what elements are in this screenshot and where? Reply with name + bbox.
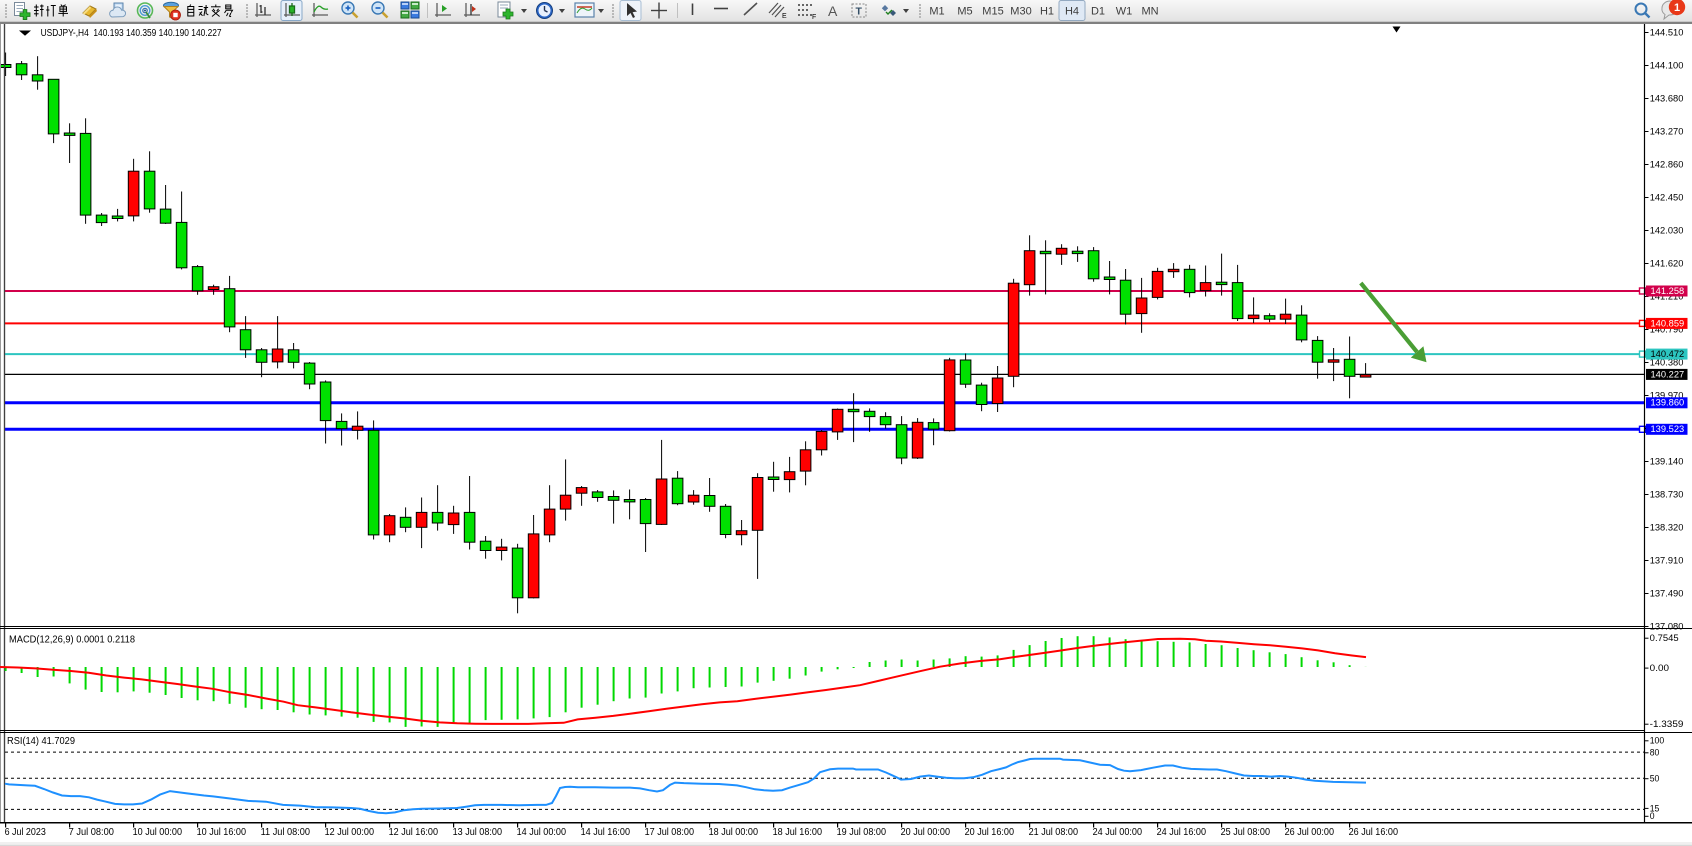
svg-text:-1.3359: -1.3359 [1650, 719, 1684, 729]
svg-text:M15: M15 [982, 6, 1003, 18]
svg-text:26 Jul 16:00: 26 Jul 16:00 [1349, 827, 1399, 838]
svg-text:17 Jul 08:00: 17 Jul 08:00 [645, 827, 695, 838]
svg-text:E: E [782, 13, 787, 20]
svg-text:142.860: 142.860 [1650, 159, 1684, 169]
svg-text:141.258: 141.258 [1651, 286, 1685, 296]
svg-text:137.910: 137.910 [1650, 555, 1684, 565]
svg-text:10 Jul 16:00: 10 Jul 16:00 [197, 827, 247, 838]
svg-text:M30: M30 [1010, 6, 1031, 18]
svg-text:139.860: 139.860 [1651, 398, 1685, 408]
svg-text:24 Jul 16:00: 24 Jul 16:00 [1157, 827, 1207, 838]
svg-text:100: 100 [1650, 736, 1665, 746]
svg-text:143.270: 143.270 [1650, 126, 1684, 136]
svg-text:142.450: 142.450 [1650, 192, 1684, 202]
svg-text:26 Jul 00:00: 26 Jul 00:00 [1285, 827, 1335, 838]
svg-text:MN: MN [1141, 6, 1158, 18]
svg-text:143.680: 143.680 [1650, 93, 1684, 103]
svg-text:139.523: 139.523 [1651, 424, 1685, 434]
svg-text:20 Jul 16:00: 20 Jul 16:00 [965, 827, 1015, 838]
svg-text:6 Jul 2023: 6 Jul 2023 [5, 827, 47, 838]
svg-text:RSI(14) 41.7029: RSI(14) 41.7029 [7, 736, 75, 747]
svg-text:140.472: 140.472 [1651, 349, 1685, 359]
svg-text:0: 0 [1650, 811, 1655, 821]
svg-text:80: 80 [1650, 748, 1660, 758]
svg-text:139.970: 139.970 [1650, 390, 1684, 400]
svg-text:140.790: 140.790 [1650, 324, 1684, 334]
svg-text:MACD(12,26,9) 0.0001 0.2118: MACD(12,26,9) 0.0001 0.2118 [9, 635, 135, 646]
svg-text:M5: M5 [957, 6, 972, 18]
svg-text:D1: D1 [1091, 6, 1105, 18]
svg-text:12 Jul 16:00: 12 Jul 16:00 [389, 827, 439, 838]
svg-text:142.030: 142.030 [1650, 225, 1684, 235]
svg-text:139.140: 139.140 [1650, 456, 1684, 466]
svg-text:0.7545: 0.7545 [1650, 633, 1679, 643]
svg-text:15: 15 [1650, 803, 1660, 813]
svg-text:24 Jul 00:00: 24 Jul 00:00 [1093, 827, 1143, 838]
svg-text:H4: H4 [1065, 6, 1079, 18]
svg-text:11 Jul 08:00: 11 Jul 08:00 [261, 827, 311, 838]
svg-text:W1: W1 [1116, 6, 1133, 18]
svg-text:7 Jul 08:00: 7 Jul 08:00 [69, 827, 115, 838]
svg-text:14 Jul 16:00: 14 Jul 16:00 [581, 827, 631, 838]
svg-text:USDJPY-,H4 140.193 140.359 14: USDJPY-,H4 140.193 140.359 140.190 140.2… [41, 28, 222, 39]
svg-text:138.730: 138.730 [1650, 489, 1684, 499]
svg-text:H1: H1 [1040, 6, 1054, 18]
svg-text:140.227: 140.227 [1651, 369, 1685, 379]
svg-text:1: 1 [1674, 2, 1680, 14]
svg-text:140.859: 140.859 [1651, 318, 1685, 328]
svg-text:13 Jul 08:00: 13 Jul 08:00 [453, 827, 503, 838]
svg-text:0.00: 0.00 [1650, 663, 1669, 673]
svg-text:141.620: 141.620 [1650, 258, 1684, 268]
svg-text:144.100: 144.100 [1650, 60, 1684, 70]
svg-text:F: F [812, 14, 816, 21]
svg-text:10 Jul 00:00: 10 Jul 00:00 [133, 827, 183, 838]
svg-text:19 Jul 08:00: 19 Jul 08:00 [837, 827, 887, 838]
svg-text:12 Jul 00:00: 12 Jul 00:00 [325, 827, 375, 838]
svg-text:140.380: 140.380 [1650, 357, 1684, 367]
svg-text:137.490: 137.490 [1650, 588, 1684, 598]
svg-text:138.320: 138.320 [1650, 522, 1684, 532]
svg-text:18 Jul 00:00: 18 Jul 00:00 [709, 827, 759, 838]
svg-text:M1: M1 [929, 6, 944, 18]
svg-text:137.080: 137.080 [1650, 621, 1684, 631]
svg-text:18 Jul 16:00: 18 Jul 16:00 [773, 827, 823, 838]
svg-text:50: 50 [1650, 774, 1660, 784]
svg-text:A: A [828, 3, 838, 19]
svg-text:21 Jul 08:00: 21 Jul 08:00 [1029, 827, 1079, 838]
svg-text:T: T [856, 6, 863, 18]
svg-text:144.510: 144.510 [1650, 27, 1684, 37]
svg-text:25 Jul 08:00: 25 Jul 08:00 [1221, 827, 1271, 838]
svg-text:20 Jul 00:00: 20 Jul 00:00 [901, 827, 951, 838]
svg-text:14 Jul 00:00: 14 Jul 00:00 [517, 827, 567, 838]
